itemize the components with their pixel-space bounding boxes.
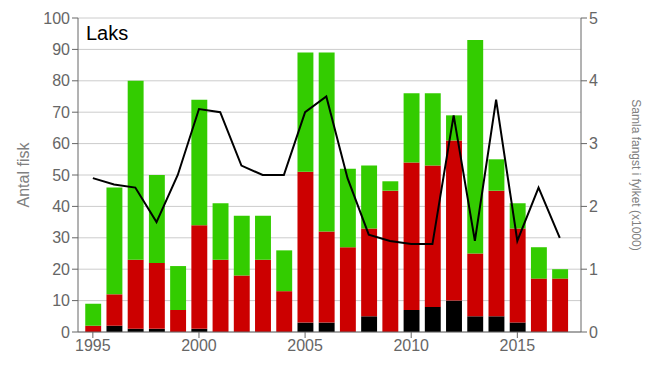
svg-text:1: 1 [589, 261, 598, 278]
svg-text:30: 30 [52, 229, 70, 246]
svg-text:60: 60 [52, 135, 70, 152]
svg-text:0: 0 [61, 324, 70, 341]
svg-text:4: 4 [589, 72, 598, 89]
svg-text:2000: 2000 [181, 337, 217, 354]
svg-text:1995: 1995 [75, 337, 111, 354]
svg-text:2010: 2010 [393, 337, 429, 354]
svg-text:50: 50 [52, 167, 70, 184]
svg-text:90: 90 [52, 41, 70, 58]
svg-text:20: 20 [52, 261, 70, 278]
svg-text:2015: 2015 [500, 337, 536, 354]
svg-text:10: 10 [52, 292, 70, 309]
svg-text:100: 100 [43, 10, 70, 27]
svg-text:70: 70 [52, 104, 70, 121]
svg-text:Samla fangst i fylket (x1000): Samla fangst i fylket (x1000) [629, 99, 643, 250]
html-text:Laks: Laks [86, 22, 129, 44]
svg-text:0: 0 [589, 324, 598, 341]
svg-text:3: 3 [589, 135, 598, 152]
svg-text:80: 80 [52, 72, 70, 89]
svg-text:40: 40 [52, 198, 70, 215]
svg-text:5: 5 [589, 10, 598, 27]
svg-text:Antal fisk: Antal fisk [15, 142, 32, 208]
svg-text:2: 2 [589, 198, 598, 215]
svg-text:2005: 2005 [287, 337, 323, 354]
